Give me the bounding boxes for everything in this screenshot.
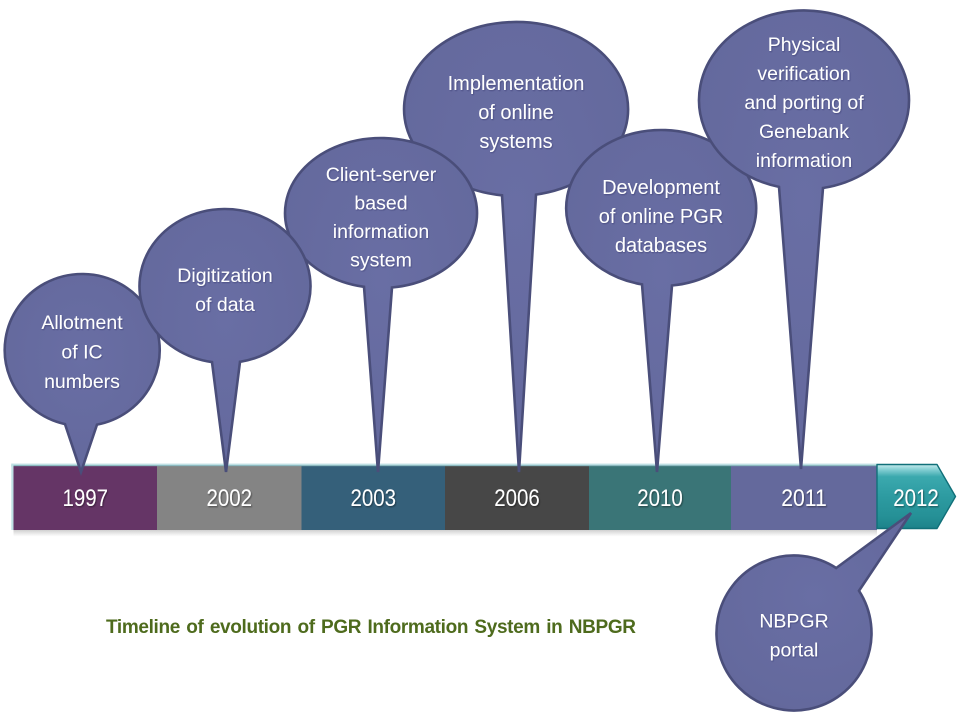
svg-text:and porting of: and porting of (744, 92, 864, 114)
svg-text:of IC: of IC (61, 342, 102, 364)
svg-text:systems: systems (479, 131, 552, 153)
svg-text:Digitization: Digitization (177, 265, 272, 287)
svg-text:2002: 2002 (206, 485, 252, 512)
svg-text:information: information (756, 150, 852, 172)
svg-text:Development: Development (602, 177, 720, 199)
svg-text:numbers: numbers (44, 371, 120, 393)
svg-text:of online PGR: of online PGR (599, 206, 724, 228)
svg-text:Timeline of evolution of PGR I: Timeline of evolution of PGR Information… (106, 617, 636, 638)
svg-text:information: information (333, 221, 429, 243)
svg-text:Physical: Physical (768, 34, 841, 56)
svg-text:system: system (350, 250, 412, 272)
svg-text:Client-server: Client-server (326, 164, 437, 186)
svg-text:Allotment: Allotment (41, 312, 123, 334)
svg-text:Implementation: Implementation (448, 73, 585, 95)
svg-text:of online: of online (478, 102, 554, 124)
svg-text:databases: databases (615, 235, 707, 257)
svg-text:2010: 2010 (637, 485, 683, 512)
svg-text:of data: of data (195, 294, 255, 316)
svg-text:NBPGR: NBPGR (759, 611, 828, 633)
svg-text:2012: 2012 (893, 485, 939, 512)
svg-text:1997: 1997 (62, 485, 108, 512)
svg-text:2011: 2011 (781, 485, 827, 512)
svg-text:portal: portal (770, 640, 819, 662)
svg-text:Genebank: Genebank (759, 121, 849, 143)
svg-text:based: based (354, 193, 407, 215)
svg-text:2006: 2006 (494, 485, 540, 512)
svg-text:2003: 2003 (350, 485, 396, 512)
svg-text:verification: verification (757, 63, 850, 85)
